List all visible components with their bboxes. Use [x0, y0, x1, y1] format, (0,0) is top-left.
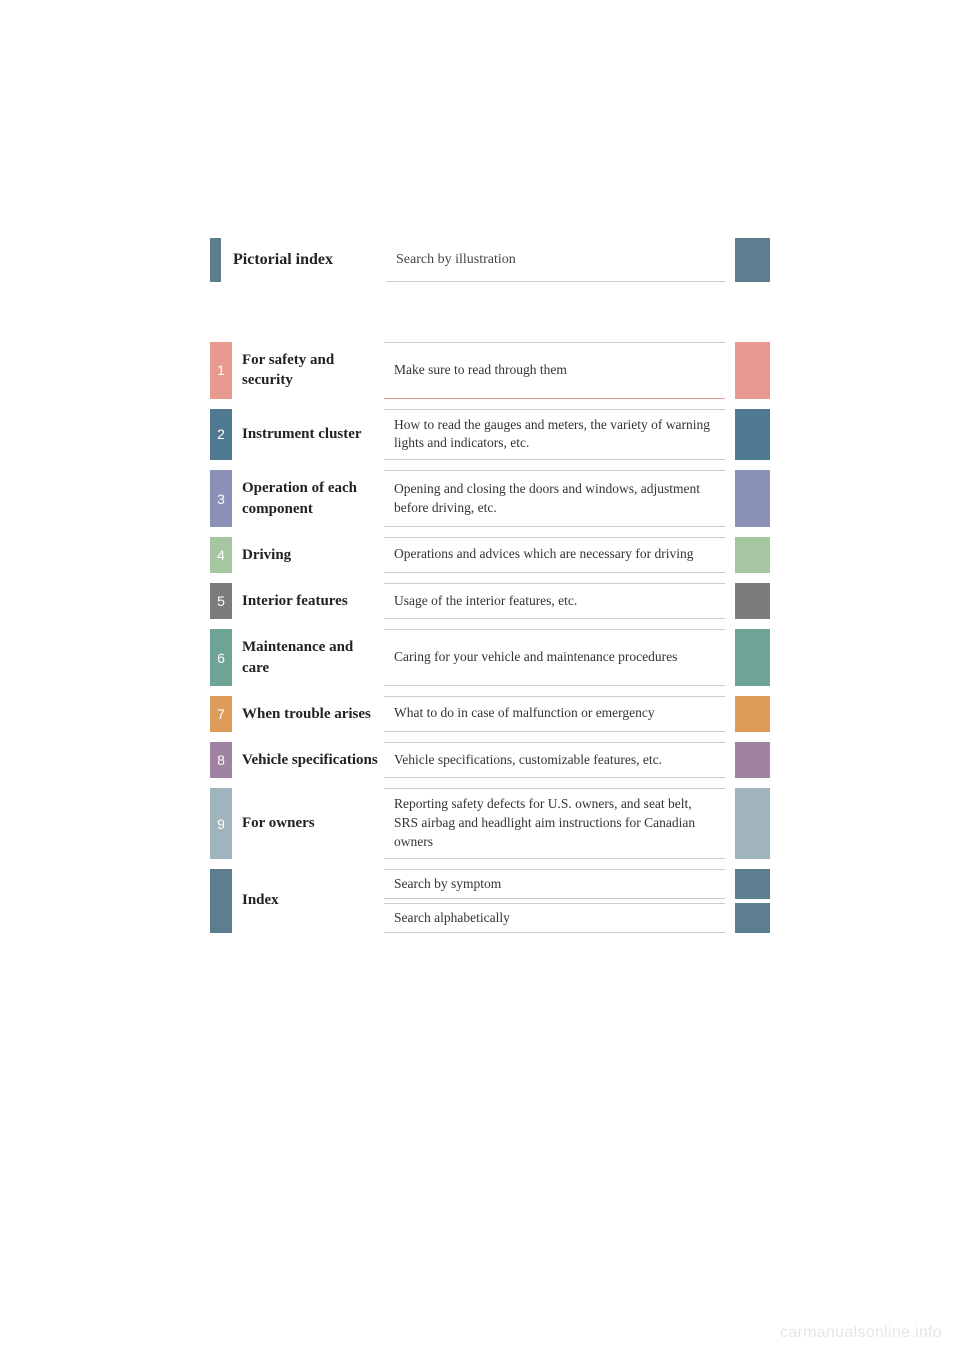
section-right-tab	[735, 342, 770, 399]
section-num: 3	[210, 470, 232, 527]
pictorial-index-row[interactable]: Pictorial index Search by illustration	[210, 238, 770, 282]
section-right-tab	[735, 409, 770, 461]
section-desc: Vehicle specifications, customizable fea…	[384, 742, 725, 778]
index-right-tab	[735, 903, 770, 933]
section-num: 7	[210, 696, 232, 732]
section-title: Instrument cluster	[232, 409, 384, 461]
section-desc: What to do in case of malfunction or eme…	[384, 696, 725, 732]
index-sub-row[interactable]: Search by symptom	[384, 869, 770, 899]
section-row-5[interactable]: 5Interior featuresUsage of the interior …	[210, 583, 770, 619]
section-row-2[interactable]: 2Instrument clusterHow to read the gauge…	[210, 409, 770, 461]
section-row-4[interactable]: 4DrivingOperations and advices which are…	[210, 537, 770, 573]
watermark: carmanualsonline.info	[780, 1324, 942, 1342]
index-rows: Search by symptom Search alphabetically	[384, 869, 770, 933]
section-row-8[interactable]: 8Vehicle specificationsVehicle specifica…	[210, 742, 770, 778]
section-right-tab	[735, 696, 770, 732]
section-right-tab	[735, 742, 770, 778]
section-title: When trouble arises	[232, 696, 384, 732]
index-title: Index	[232, 869, 384, 933]
header-right-tab	[735, 238, 770, 282]
section-num: 4	[210, 537, 232, 573]
index-right-tab	[735, 869, 770, 899]
section-title: Driving	[232, 537, 384, 573]
section-num: 5	[210, 583, 232, 619]
index-tab	[210, 869, 232, 933]
section-desc: Usage of the interior features, etc.	[384, 583, 725, 619]
section-right-tab	[735, 583, 770, 619]
header-tab	[210, 238, 221, 282]
section-row-3[interactable]: 3Operation of each componentOpening and …	[210, 470, 770, 527]
section-row-7[interactable]: 7When trouble arisesWhat to do in case o…	[210, 696, 770, 732]
index-row[interactable]: Index Search by symptom Search alphabetic…	[210, 869, 770, 933]
index-sub-row[interactable]: Search alphabetically	[384, 903, 770, 933]
header-desc-wrap: Search by illustration	[386, 238, 725, 282]
section-desc: How to read the gauges and meters, the v…	[384, 409, 725, 461]
section-title: For owners	[232, 788, 384, 859]
section-right-tab	[735, 470, 770, 527]
index-left: Index	[210, 869, 384, 933]
section-row-9[interactable]: 9For ownersReporting safety defects for …	[210, 788, 770, 859]
section-right-tab	[735, 788, 770, 859]
section-right-tab	[735, 537, 770, 573]
section-desc: Operations and advices which are necessa…	[384, 537, 725, 573]
section-num: 1	[210, 342, 232, 399]
section-num: 8	[210, 742, 232, 778]
section-title: For safety and security	[232, 342, 384, 399]
section-row-1[interactable]: 1For safety and securityMake sure to rea…	[210, 342, 770, 399]
index-desc: Search by symptom	[384, 869, 725, 899]
section-desc: Reporting safety defects for U.S. owners…	[384, 788, 725, 859]
section-desc: Opening and closing the doors and window…	[384, 470, 725, 527]
section-title: Interior features	[232, 583, 384, 619]
header-title: Pictorial index	[221, 238, 386, 282]
section-num: 2	[210, 409, 232, 461]
section-right-tab	[735, 629, 770, 686]
index-desc: Search alphabetically	[384, 903, 725, 933]
section-desc: Caring for your vehicle and maintenance …	[384, 629, 725, 686]
toc-content: Pictorial index Search by illustration 1…	[210, 238, 770, 933]
section-title: Maintenance and care	[232, 629, 384, 686]
header-desc: Search by illustration	[396, 252, 516, 268]
section-title: Vehicle specifications	[232, 742, 384, 778]
section-row-6[interactable]: 6Maintenance and careCaring for your veh…	[210, 629, 770, 686]
section-title: Operation of each component	[232, 470, 384, 527]
section-num: 6	[210, 629, 232, 686]
section-desc: Make sure to read through them	[384, 342, 725, 399]
section-num: 9	[210, 788, 232, 859]
